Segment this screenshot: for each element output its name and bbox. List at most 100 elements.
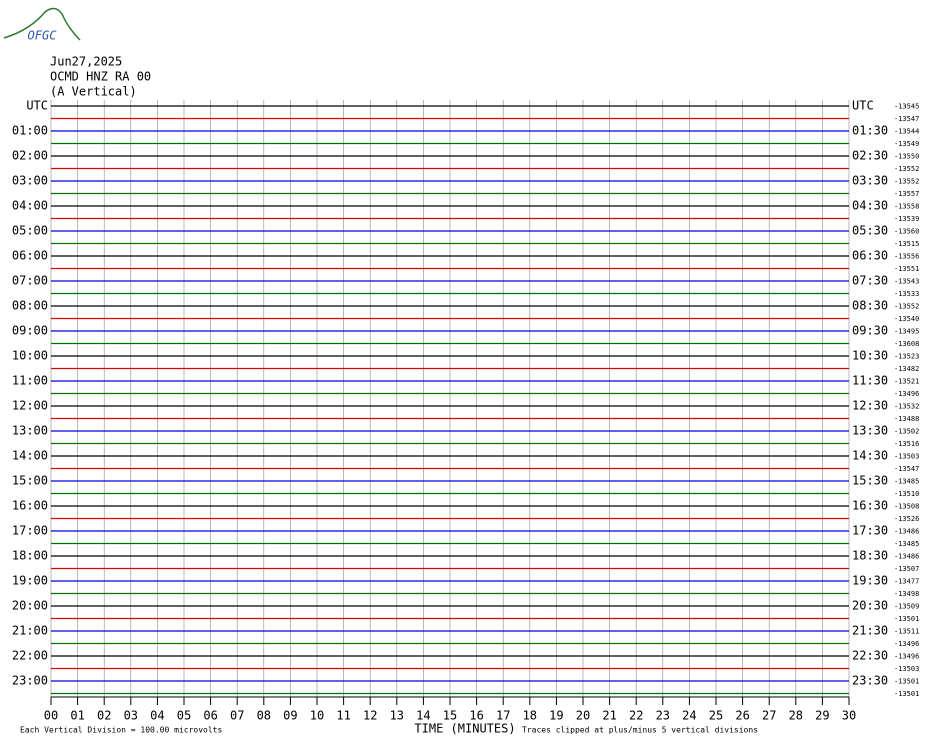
x-tick-label: 14 <box>416 709 430 723</box>
row-offset: -13502 <box>894 428 919 436</box>
row-offset: -13488 <box>894 415 919 423</box>
x-tick-label: 18 <box>523 709 537 723</box>
left-time-label: 23:00 <box>12 674 48 688</box>
left-time-label: UTC <box>26 99 48 113</box>
row-offset: -13508 <box>894 503 919 511</box>
row-offset: -13543 <box>894 278 919 286</box>
left-time-label: 02:00 <box>12 149 48 163</box>
row-offset: -13507 <box>894 565 919 573</box>
row-offset: -13521 <box>894 378 919 386</box>
row-offset: -13608 <box>894 340 919 348</box>
logo: OFGC <box>28 29 58 43</box>
left-time-label: 03:00 <box>12 174 48 188</box>
x-tick-label: 19 <box>549 709 563 723</box>
right-time-label: 11:30 <box>852 374 888 388</box>
right-time-label: 20:30 <box>852 599 888 613</box>
date: Jun27,2025 <box>50 55 122 69</box>
x-tick-label: 29 <box>815 709 829 723</box>
right-time-label: 10:30 <box>852 349 888 363</box>
right-time-label: 06:30 <box>852 249 888 263</box>
right-time-label: 21:30 <box>852 624 888 638</box>
x-tick-label: 09 <box>283 709 297 723</box>
right-time-label: 03:30 <box>852 174 888 188</box>
row-offset: -13560 <box>894 228 919 236</box>
x-tick-label: 27 <box>762 709 776 723</box>
component: (A Vertical) <box>50 85 137 99</box>
left-time-label: 11:00 <box>12 374 48 388</box>
x-tick-label: 26 <box>735 709 749 723</box>
right-time-label: 05:30 <box>852 224 888 238</box>
x-tick-label: 24 <box>682 709 696 723</box>
row-offset: -13545 <box>894 103 919 111</box>
right-time-label: 08:30 <box>852 299 888 313</box>
left-time-label: 19:00 <box>12 574 48 588</box>
left-time-label: 18:00 <box>12 549 48 563</box>
row-offset: -13551 <box>894 265 919 273</box>
row-offset: -13485 <box>894 478 919 486</box>
row-offset: -13533 <box>894 290 919 298</box>
row-offset: -13552 <box>894 165 919 173</box>
station: OCMD HNZ RA 00 <box>50 70 151 84</box>
left-time-label: 08:00 <box>12 299 48 313</box>
left-time-label: 12:00 <box>12 399 48 413</box>
row-offset: -13503 <box>894 665 919 673</box>
x-tick-label: 11 <box>336 709 350 723</box>
left-time-label: 05:00 <box>12 224 48 238</box>
x-tick-label: 08 <box>257 709 271 723</box>
x-tick-label: 25 <box>709 709 723 723</box>
row-offset: -13552 <box>894 303 919 311</box>
row-offset: -13556 <box>894 253 919 261</box>
row-offset: -13547 <box>894 465 919 473</box>
x-tick-label: 04 <box>150 709 164 723</box>
right-time-label: 13:30 <box>852 424 888 438</box>
right-time-label: UTC <box>852 99 874 113</box>
left-time-label: 10:00 <box>12 349 48 363</box>
left-time-label: 01:00 <box>12 124 48 138</box>
x-tick-label: 28 <box>789 709 803 723</box>
row-offset: -13496 <box>894 640 919 648</box>
row-offset: -13540 <box>894 315 919 323</box>
row-offset: -13496 <box>894 390 919 398</box>
x-tick-label: 00 <box>44 709 58 723</box>
row-offset: -13547 <box>894 115 919 123</box>
row-offset: -13539 <box>894 215 919 223</box>
right-time-label: 04:30 <box>852 199 888 213</box>
right-time-label: 15:30 <box>852 474 888 488</box>
right-time-label: 19:30 <box>852 574 888 588</box>
left-time-label: 20:00 <box>12 599 48 613</box>
x-tick-label: 23 <box>656 709 670 723</box>
x-tick-label: 16 <box>469 709 483 723</box>
left-time-label: 22:00 <box>12 649 48 663</box>
left-time-label: 13:00 <box>12 424 48 438</box>
x-tick-label: 07 <box>230 709 244 723</box>
x-tick-label: 10 <box>310 709 324 723</box>
row-offset: -13477 <box>894 578 919 586</box>
row-offset: -13552 <box>894 178 919 186</box>
row-offset: -13516 <box>894 440 919 448</box>
row-offset: -13503 <box>894 453 919 461</box>
row-offset: -13515 <box>894 240 919 248</box>
right-time-label: 12:30 <box>852 399 888 413</box>
x-tick-label: 30 <box>842 709 856 723</box>
right-time-label: 09:30 <box>852 324 888 338</box>
row-offset: -13498 <box>894 590 919 598</box>
right-time-label: 17:30 <box>852 524 888 538</box>
row-offset: -13557 <box>894 190 919 198</box>
right-time-label: 02:30 <box>852 149 888 163</box>
left-time-label: 15:00 <box>12 474 48 488</box>
row-offset: -13496 <box>894 653 919 661</box>
right-time-label: 07:30 <box>852 274 888 288</box>
row-offset: -13550 <box>894 153 919 161</box>
row-offset: -13510 <box>894 490 919 498</box>
row-offset: -13526 <box>894 515 919 523</box>
logo-curve <box>3 7 81 41</box>
row-offset: -13523 <box>894 353 919 361</box>
right-time-label: 14:30 <box>852 449 888 463</box>
x-tick-label: 06 <box>203 709 217 723</box>
row-offset: -13495 <box>894 328 919 336</box>
left-time-label: 16:00 <box>12 499 48 513</box>
x-tick-label: 05 <box>177 709 191 723</box>
x-tick-label: 01 <box>70 709 84 723</box>
x-tick-label: 12 <box>363 709 377 723</box>
left-time-label: 17:00 <box>12 524 48 538</box>
